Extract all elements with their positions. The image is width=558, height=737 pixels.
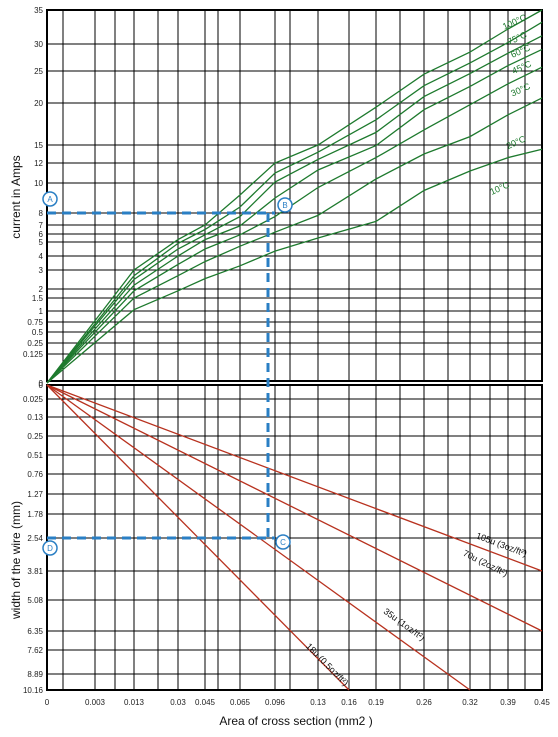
thickness-label: 18u (0.5oz/ft²) (304, 641, 351, 688)
top-ytick-label: 1.5 (32, 294, 44, 303)
top-ytick-label: 35 (34, 6, 43, 15)
xtick-label: 0 (45, 698, 50, 707)
xtick-label: 0.26 (416, 698, 432, 707)
bottom-ytick-label: 0.025 (23, 395, 44, 404)
top-ytick-label: 0 (39, 379, 44, 388)
bottom-ytick-label: 10.16 (23, 686, 44, 695)
bottom-ytick-label: 0.25 (27, 432, 43, 441)
curve-label: 100°C (501, 12, 528, 32)
top-ytick-label: 12 (34, 159, 43, 168)
xlabel: Area of cross section (mm2 ) (219, 714, 372, 728)
bottom-ytick-label: 3.81 (27, 567, 43, 576)
bottom-ytick-label: 5.08 (27, 596, 43, 605)
top-ytick-label: 8 (39, 209, 44, 218)
top-ytick-label: 25 (34, 67, 43, 76)
curve-100c (46, 9, 543, 384)
xtick-label: 0.096 (265, 698, 286, 707)
xtick-label: 0.003 (85, 698, 106, 707)
guides: A B C D (42, 191, 293, 556)
marker-c-circle (275, 534, 291, 550)
marker-a-circle (42, 191, 58, 207)
top-ytick-label: 0.75 (27, 318, 43, 327)
bottom-ylabel: width of the wire (mm) (9, 501, 23, 620)
marker-d-circle (42, 540, 58, 556)
xtick-label: 0.16 (341, 698, 357, 707)
top-ytick-label: 30 (34, 40, 43, 49)
thickness-label: 35u (1oz/ft²) (382, 606, 427, 642)
thickness-label: 105u (3oz/ft²) (475, 531, 529, 559)
curve-10c (46, 148, 543, 384)
top-ytick-label: 0.25 (27, 339, 43, 348)
grid (46, 9, 543, 691)
xtick-label: 0.13 (310, 698, 326, 707)
bottom-ytick-label: 0 (39, 381, 44, 390)
top-ytick-label: 7 (39, 221, 44, 230)
curve-45c (46, 48, 543, 384)
curve-20c (46, 97, 543, 384)
top-ytick-label: 10 (34, 179, 43, 188)
top-ytick-label: 2 (39, 285, 44, 294)
top-ytick-label: 0.5 (32, 328, 44, 337)
bottom-ytick-label: 1.27 (27, 490, 43, 499)
curve-60c (46, 35, 543, 384)
curve-30c (46, 66, 543, 384)
top-ytick-label: 1 (39, 307, 44, 316)
top-ytick-label: 20 (34, 99, 43, 108)
xtick-label: 0.045 (195, 698, 216, 707)
xtick-label: 0.39 (500, 698, 516, 707)
curve-75c (46, 21, 543, 384)
xtick-label: 0.03 (170, 698, 186, 707)
bottom-ytick-label: 1.78 (27, 510, 43, 519)
bottom-ytick-label: 0.76 (27, 470, 43, 479)
top-ytick-label: 0.125 (23, 350, 44, 359)
marker-b-label: B (282, 201, 287, 210)
top-ytick-label: 3 (39, 266, 44, 275)
top-ytick-label: 15 (34, 141, 43, 150)
thickness-label: 70u (2oz/ft²) (461, 548, 509, 579)
top-ytick-label: 4 (39, 252, 44, 261)
bottom-ytick-label: 2.54 (27, 534, 43, 543)
xtick-label: 0.065 (230, 698, 251, 707)
bottom-ytick-label: 7.62 (27, 646, 43, 655)
bottom-ytick-label: 6.35 (27, 627, 43, 636)
top-panel-frame (46, 9, 543, 382)
thickness-line (46, 384, 543, 572)
top-ylabel: current in Amps (9, 155, 23, 238)
marker-d-label: D (47, 544, 53, 553)
xtick-label: 0.32 (462, 698, 478, 707)
xtick-label: 0.19 (368, 698, 384, 707)
curve-label: 30°C (509, 81, 532, 99)
marker-b-circle (277, 197, 293, 213)
bottom-ytick-label: 8.89 (27, 670, 43, 679)
thickness-line (46, 384, 543, 632)
tick-labels: 0 0.125 0.25 0.50.75 1 1.52 3 4 567 8 10 12 15 20 25 30… (23, 6, 550, 707)
bottom-ytick-label: 0.13 (27, 413, 43, 422)
xtick-label: 0.013 (124, 698, 145, 707)
marker-c-label: C (280, 538, 286, 547)
xtick-label: 0.45 (534, 698, 550, 707)
marker-a-label: A (47, 195, 53, 204)
top-ytick-label: 5 (39, 238, 44, 247)
bottom-ytick-label: 0.51 (27, 451, 43, 460)
top-ytick-label: 6 (39, 230, 44, 239)
